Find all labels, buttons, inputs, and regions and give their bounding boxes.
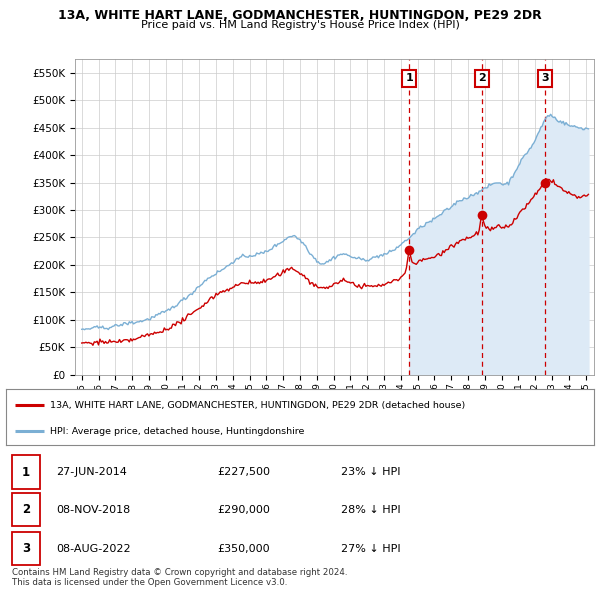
Text: 3: 3 (542, 73, 549, 83)
Text: 3: 3 (22, 542, 30, 555)
Text: 28% ↓ HPI: 28% ↓ HPI (341, 505, 401, 514)
Text: 1: 1 (406, 73, 413, 83)
Text: 23% ↓ HPI: 23% ↓ HPI (341, 467, 401, 477)
Text: HPI: Average price, detached house, Huntingdonshire: HPI: Average price, detached house, Hunt… (50, 427, 304, 436)
Text: £227,500: £227,500 (218, 467, 271, 477)
Text: 2: 2 (478, 73, 486, 83)
Text: 27% ↓ HPI: 27% ↓ HPI (341, 544, 401, 553)
Text: Contains HM Land Registry data © Crown copyright and database right 2024.
This d: Contains HM Land Registry data © Crown c… (12, 568, 347, 587)
FancyBboxPatch shape (12, 455, 40, 489)
Text: 08-NOV-2018: 08-NOV-2018 (56, 505, 130, 514)
FancyBboxPatch shape (12, 532, 40, 565)
Text: 27-JUN-2014: 27-JUN-2014 (56, 467, 127, 477)
Text: 08-AUG-2022: 08-AUG-2022 (56, 544, 131, 553)
Text: 2: 2 (22, 503, 30, 516)
Text: 13A, WHITE HART LANE, GODMANCHESTER, HUNTINGDON, PE29 2DR: 13A, WHITE HART LANE, GODMANCHESTER, HUN… (58, 9, 542, 22)
Text: 13A, WHITE HART LANE, GODMANCHESTER, HUNTINGDON, PE29 2DR (detached house): 13A, WHITE HART LANE, GODMANCHESTER, HUN… (50, 401, 466, 409)
FancyBboxPatch shape (12, 493, 40, 526)
Text: 1: 1 (22, 466, 30, 478)
Text: Price paid vs. HM Land Registry's House Price Index (HPI): Price paid vs. HM Land Registry's House … (140, 20, 460, 30)
Text: £350,000: £350,000 (218, 544, 271, 553)
Text: £290,000: £290,000 (218, 505, 271, 514)
